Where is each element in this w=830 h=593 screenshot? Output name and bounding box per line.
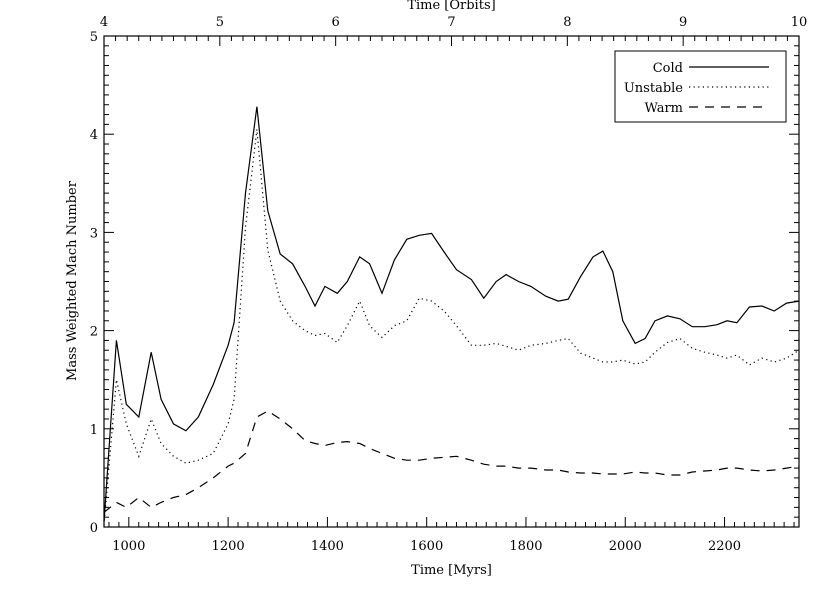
top-x-tick-label: 8	[563, 15, 571, 30]
y-tick-label: 2	[90, 325, 98, 340]
x-tick-label: 1000	[112, 539, 145, 554]
y-tick-label: 0	[90, 521, 98, 536]
legend-box	[614, 50, 787, 123]
y-axis-title: Mass Weighted Mach Number	[65, 180, 80, 381]
top-x-tick-label: 6	[332, 15, 340, 30]
top-x-tick-label: 10	[791, 15, 808, 30]
x-tick-label: 2200	[708, 539, 741, 554]
x-tick-label: 1400	[311, 539, 344, 554]
top-x-tick-label: 7	[447, 15, 455, 30]
legend: Cold Unstable Warm	[614, 50, 787, 123]
top-x-tick-label: 5	[216, 15, 224, 30]
legend-label-unstable: Unstable	[624, 81, 683, 96]
y-tick-label: 5	[90, 30, 98, 45]
series-lines	[103, 106, 800, 526]
y-tick-label: 1	[90, 423, 98, 438]
legend-label-cold: Cold	[653, 61, 683, 76]
top-x-tick-label: 9	[679, 15, 687, 30]
x-tick-label: 1800	[509, 539, 542, 554]
series-line-cold	[103, 106, 800, 523]
x-tick-label: 1600	[410, 539, 443, 554]
top-x-tick-label: 4	[100, 15, 108, 30]
y-tick-label: 3	[90, 226, 98, 241]
legend-label-warm: Warm	[644, 101, 683, 116]
top-x-axis-title: Time [Orbits]	[407, 0, 495, 13]
x-tick-label: 1200	[212, 539, 245, 554]
series-line-warm	[103, 410, 800, 513]
ticks	[103, 35, 800, 528]
x-axis-title: Time [Myrs]	[411, 563, 492, 578]
y-tick-label: 4	[90, 128, 98, 143]
x-tick-label: 2000	[609, 539, 642, 554]
